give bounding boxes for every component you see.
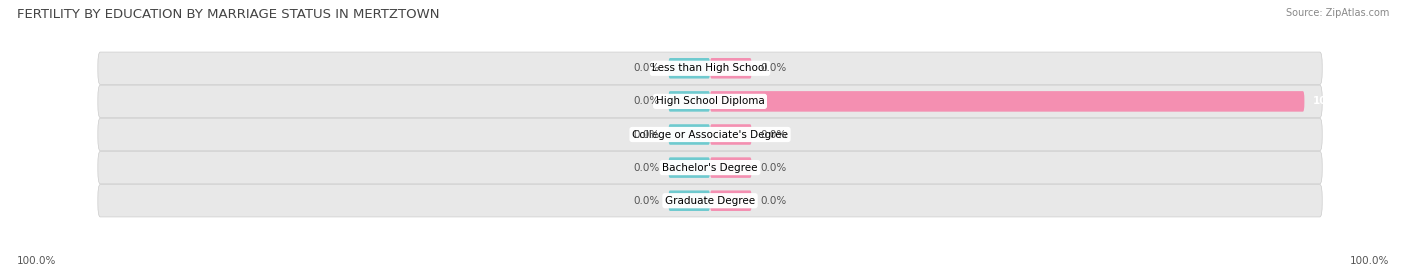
Text: 0.0%: 0.0% xyxy=(633,196,659,206)
FancyBboxPatch shape xyxy=(710,124,752,145)
Text: 0.0%: 0.0% xyxy=(761,196,787,206)
Text: 100.0%: 100.0% xyxy=(1350,256,1389,266)
Text: 100.0%: 100.0% xyxy=(1313,96,1357,107)
Text: 0.0%: 0.0% xyxy=(633,129,659,140)
Text: Bachelor's Degree: Bachelor's Degree xyxy=(662,162,758,173)
FancyBboxPatch shape xyxy=(710,58,752,79)
Text: Graduate Degree: Graduate Degree xyxy=(665,196,755,206)
Text: 0.0%: 0.0% xyxy=(633,162,659,173)
FancyBboxPatch shape xyxy=(668,157,710,178)
FancyBboxPatch shape xyxy=(98,185,1322,217)
Text: 0.0%: 0.0% xyxy=(761,63,787,73)
FancyBboxPatch shape xyxy=(98,52,1322,84)
Text: 0.0%: 0.0% xyxy=(761,162,787,173)
FancyBboxPatch shape xyxy=(98,151,1322,184)
Text: High School Diploma: High School Diploma xyxy=(655,96,765,107)
FancyBboxPatch shape xyxy=(668,190,710,211)
Text: 0.0%: 0.0% xyxy=(633,96,659,107)
Text: FERTILITY BY EDUCATION BY MARRIAGE STATUS IN MERTZTOWN: FERTILITY BY EDUCATION BY MARRIAGE STATU… xyxy=(17,8,439,21)
FancyBboxPatch shape xyxy=(710,157,752,178)
FancyBboxPatch shape xyxy=(98,85,1322,118)
FancyBboxPatch shape xyxy=(98,118,1322,151)
Text: Less than High School: Less than High School xyxy=(652,63,768,73)
Text: 0.0%: 0.0% xyxy=(761,129,787,140)
FancyBboxPatch shape xyxy=(710,190,752,211)
FancyBboxPatch shape xyxy=(710,91,1305,112)
FancyBboxPatch shape xyxy=(668,58,710,79)
Text: 0.0%: 0.0% xyxy=(633,63,659,73)
Text: Source: ZipAtlas.com: Source: ZipAtlas.com xyxy=(1285,8,1389,18)
Text: 100.0%: 100.0% xyxy=(17,256,56,266)
FancyBboxPatch shape xyxy=(668,91,710,112)
Text: College or Associate's Degree: College or Associate's Degree xyxy=(633,129,787,140)
FancyBboxPatch shape xyxy=(668,124,710,145)
